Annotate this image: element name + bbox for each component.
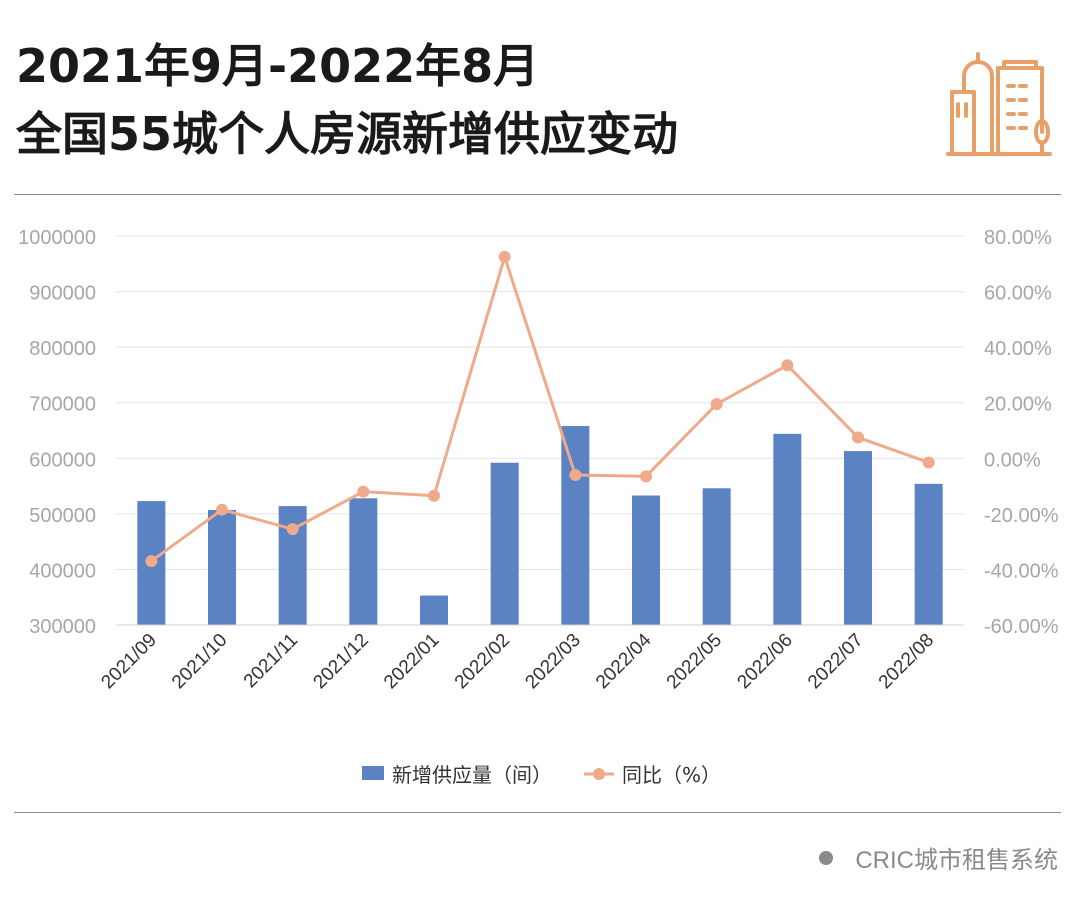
y-right-tick-label: 40.00%: [984, 338, 1052, 360]
legend-line-marker: [593, 768, 605, 780]
bar: [914, 483, 943, 625]
footer-divider: [14, 812, 1061, 813]
gridlines: [116, 235, 964, 570]
line-point: [852, 431, 864, 444]
bar: [844, 451, 872, 625]
bar-series: [137, 426, 943, 625]
line-series: [145, 250, 935, 568]
x-tick-label: 2021/11: [240, 630, 302, 692]
x-axis-tick-labels: 2021/09 2021/10 2021/11 2021/12 2022/01 2022/…: [97, 629, 938, 693]
x-tick-label: 2022/08: [875, 630, 938, 693]
y-left-tick-label: 600000: [29, 449, 96, 471]
y-left-tick-label: 800000: [29, 338, 96, 360]
line-point: [498, 250, 511, 263]
legend-bar-label: 新增供应量（间）: [392, 763, 552, 787]
bar: [632, 495, 660, 625]
line-point: [145, 555, 158, 568]
source-label: CRIC城市租售系统: [855, 847, 1058, 874]
bar: [702, 488, 731, 625]
y-left-tick-label: 500000: [29, 505, 96, 527]
line-point: [357, 485, 370, 498]
x-tick-label: 2022/07: [804, 630, 867, 693]
x-tick-label: 2022/06: [733, 630, 796, 693]
bullet-dot-icon: [819, 850, 834, 865]
line-point: [640, 470, 652, 483]
city-buildings-icon: [946, 52, 1052, 156]
legend-bar-swatch: [362, 766, 384, 780]
x-tick-label: 2022/02: [451, 630, 514, 693]
x-tick-label: 2021/12: [309, 630, 372, 693]
page-title-line-2: 全国55城个人房源新增供应变动: [16, 107, 679, 161]
y-left-tick-label: 1000000: [18, 227, 96, 249]
x-tick-label: 2022/04: [592, 629, 656, 693]
left-axis-tick-labels: 300000 400000 500000 600000 700000 800000 9000…: [18, 227, 96, 638]
bar: [349, 498, 378, 625]
bar: [208, 509, 236, 625]
y-right-tick-label: -60.00%: [984, 616, 1059, 638]
page-title-line-1: 2021年9月-2022年8月: [16, 39, 540, 93]
x-tick-label: 2022/05: [663, 630, 726, 693]
y-right-tick-label: 20.00%: [984, 394, 1052, 416]
bar: [773, 433, 802, 625]
bar: [561, 426, 590, 625]
line-point: [216, 503, 228, 516]
line-point: [569, 468, 582, 481]
x-tick-label: 2022/01: [380, 630, 443, 693]
chart: 300000 400000 500000 600000 700000 800000 9000…: [18, 227, 1059, 787]
y-right-tick-label: 60.00%: [984, 283, 1052, 305]
title-divider: [14, 194, 1061, 195]
line-point: [710, 398, 723, 411]
x-tick-label: 2021/10: [168, 630, 231, 693]
source-footer: CRIC城市租售系统: [819, 840, 1058, 875]
line-point: [428, 489, 440, 502]
y-left-tick-label: 900000: [29, 283, 96, 305]
y-right-tick-label: 0.00%: [984, 449, 1041, 471]
y-right-tick-label: -20.00%: [984, 505, 1059, 527]
line-point: [781, 359, 794, 372]
bar: [420, 595, 448, 625]
y-left-tick-label: 700000: [29, 394, 96, 416]
line-path: [150, 255, 930, 563]
x-tick-label: 2021/09: [97, 630, 160, 693]
legend-line-label: 同比（%）: [622, 763, 721, 787]
y-left-tick-label: 300000: [29, 616, 96, 638]
x-tick-label: 2022/03: [521, 630, 584, 693]
y-left-tick-label: 400000: [29, 560, 96, 582]
line-point: [286, 523, 299, 536]
legend: 新增供应量（间） 同比（%）: [362, 763, 721, 787]
y-right-tick-label: 80.00%: [984, 227, 1052, 249]
y-right-tick-label: -40.00%: [984, 560, 1059, 582]
bar: [490, 462, 519, 625]
line-point: [922, 456, 935, 469]
right-axis-tick-labels: -60.00% -40.00% -20.00% 0.00% 20.00% 40.00% 60…: [984, 227, 1059, 638]
